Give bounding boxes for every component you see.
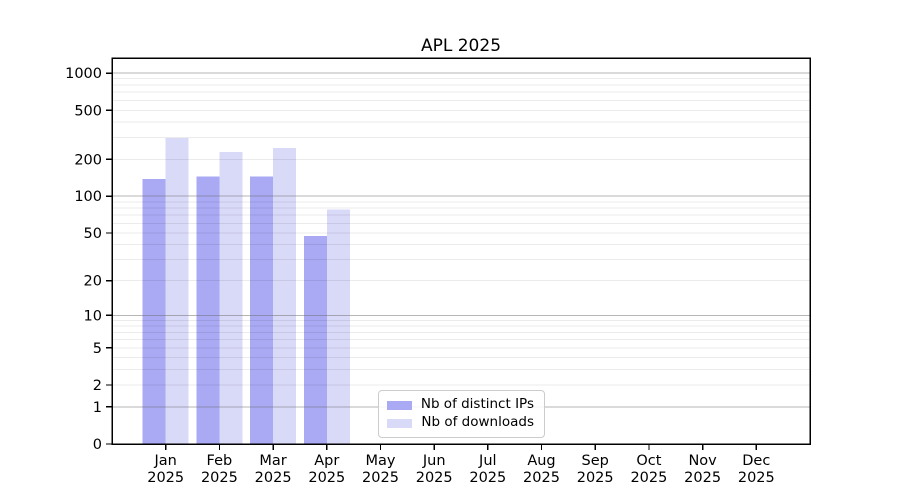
y-tick-label: 10 [84, 308, 102, 324]
x-tick-label-year: 2025 [523, 470, 560, 486]
x-tick-label-year: 2025 [308, 470, 345, 486]
x-tick-label-year: 2025 [147, 470, 184, 486]
x-tick-label-month: Mar [259, 453, 286, 469]
x-tick-label-month: Jan [154, 453, 177, 469]
x-tick-label-year: 2025 [416, 470, 453, 486]
x-tick-label-month: Apr [314, 453, 339, 469]
x-tick-label-month: Feb [207, 453, 233, 469]
plot-spines [111, 57, 811, 445]
bar-downloads-mar [273, 148, 297, 444]
x-tick-label-year: 2025 [684, 470, 721, 486]
x-tick-label-month: Jul [478, 453, 497, 469]
y-tick-label: 2 [93, 378, 102, 394]
legend: Nb of distinct IPs Nb of downloads [378, 390, 545, 438]
x-tick-label-year: 2025 [201, 470, 238, 486]
x-tick-label-year: 2025 [577, 470, 614, 486]
bar-downloads-jan [165, 138, 189, 444]
y-tick-label: 500 [74, 103, 102, 119]
x-tick-label-year: 2025 [362, 470, 399, 486]
x-tick-label-month: Sep [582, 453, 609, 469]
x-tick-label-month: May [366, 453, 396, 469]
y-tick-label: 20 [84, 274, 102, 290]
chart-title: APL 2025 [420, 36, 502, 56]
x-tick-label-year: 2025 [255, 470, 292, 486]
legend-label-distinct-ips: Nb of distinct IPs [420, 396, 534, 413]
y-tick-label: 5 [93, 341, 102, 357]
y-tick-label: 0 [93, 437, 102, 453]
y-tick-label: 200 [74, 152, 102, 168]
x-tick-label-month: Nov [688, 453, 717, 469]
x-tick-label-year: 2025 [738, 470, 775, 486]
legend-label-downloads: Nb of downloads [421, 414, 534, 431]
legend-swatch-downloads [387, 418, 413, 428]
bar-downloads-feb [219, 151, 243, 445]
x-tick-label-month: Dec [742, 453, 770, 469]
bar-ips-apr [303, 236, 327, 444]
bar-ips-jan [142, 179, 166, 444]
x-tick-label-month: Jun [422, 453, 446, 469]
bar-downloads-apr [326, 209, 350, 444]
x-tick-label-year: 2025 [469, 470, 506, 486]
y-tick-label: 1 [93, 400, 102, 416]
y-tick-label: 1000 [65, 66, 102, 82]
legend-swatch-distinct-ips [387, 400, 412, 410]
legend-item-downloads: Nb of downloads [387, 415, 534, 432]
x-tick-label-year: 2025 [630, 470, 667, 486]
legend-item-distinct-ips: Nb of distinct IPs [387, 397, 534, 414]
y-tick-label: 100 [74, 189, 102, 205]
x-tick-label-month: Oct [636, 453, 661, 469]
bar-ips-mar [250, 176, 274, 444]
bar-ips-feb [196, 176, 220, 444]
x-tick-label-month: Aug [527, 453, 555, 469]
y-tick-label: 50 [84, 226, 102, 242]
